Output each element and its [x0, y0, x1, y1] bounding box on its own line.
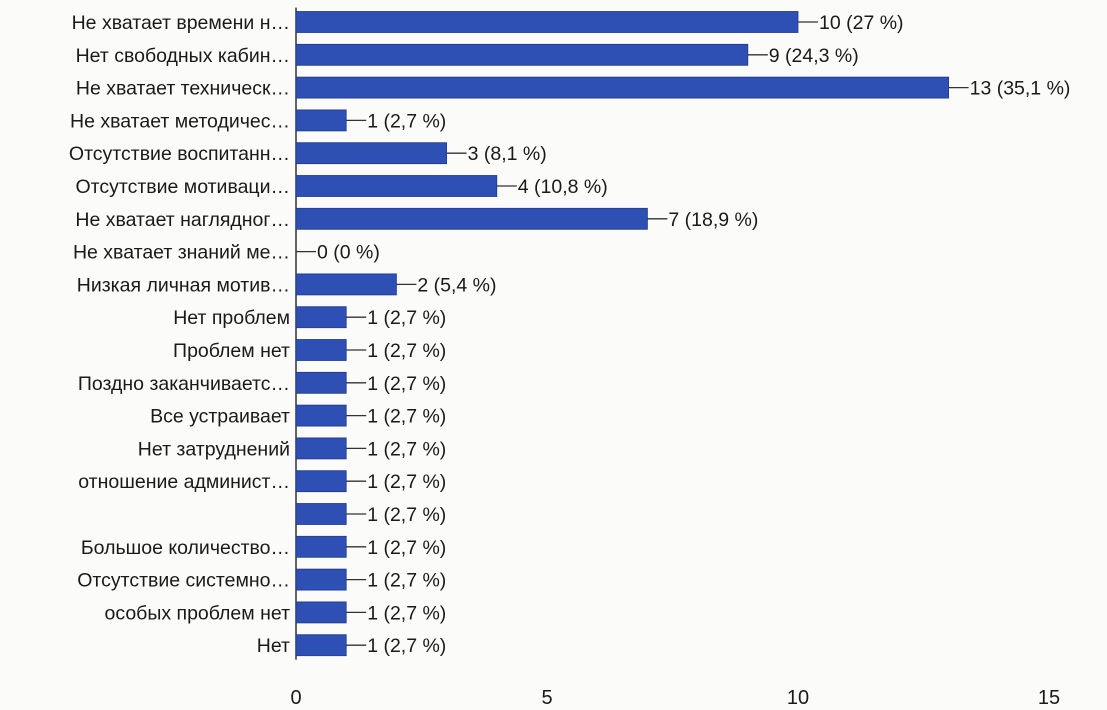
data-label: 1 (2,7 %) — [367, 373, 446, 395]
data-label: 1 (2,7 %) — [367, 340, 446, 362]
data-label: 1 (2,7 %) — [367, 537, 446, 559]
category-label: Не хватает техническ… — [76, 78, 290, 100]
category-label: Низкая личная мотив… — [77, 274, 290, 296]
bar — [295, 142, 448, 165]
category-label: особых проблем нет — [105, 602, 291, 624]
bar — [295, 601, 347, 624]
bar — [295, 43, 749, 66]
category-label: Нет — [257, 635, 290, 657]
bar — [295, 634, 347, 657]
x-tick-label: 0 — [290, 687, 301, 709]
category-label: Не хватает наглядног… — [75, 209, 290, 231]
category-label: Не хватает методичес… — [70, 110, 290, 132]
data-label: 1 (2,7 %) — [367, 406, 446, 428]
category-label: Отсутствие воспитанн… — [69, 143, 290, 165]
data-label: 1 (2,7 %) — [367, 110, 446, 132]
x-tick-label: 10 — [787, 687, 809, 709]
data-label: 1 (2,7 %) — [367, 602, 446, 624]
data-label: 1 (2,7 %) — [367, 570, 446, 592]
bar — [295, 568, 347, 591]
data-label: 1 (2,7 %) — [367, 635, 446, 657]
category-label: Отсутствие системно… — [77, 570, 290, 592]
data-label: 1 (2,7 %) — [367, 471, 446, 493]
bar — [295, 470, 347, 493]
category-label: Не хватает знаний ме… — [73, 242, 290, 264]
category-label: Отсутствие мотиваци… — [76, 176, 290, 198]
category-label: Большое количество… — [81, 537, 290, 559]
x-tick-label: 5 — [541, 687, 552, 709]
bar — [295, 535, 347, 558]
category-label: Нет затруднений — [138, 438, 290, 460]
data-label: 9 (24,3 %) — [769, 45, 859, 67]
data-label: 1 (2,7 %) — [367, 307, 446, 329]
bars-layer — [295, 11, 949, 657]
bar — [295, 273, 397, 296]
category-label: Нет свободных кабин… — [76, 45, 290, 67]
data-label: 1 (2,7 %) — [367, 504, 446, 526]
bar — [295, 76, 949, 99]
category-label: Поздно заканчиваетс… — [78, 373, 290, 395]
data-label: 7 (18,9 %) — [668, 209, 758, 231]
bar — [295, 11, 799, 33]
category-label: Проблем нет — [173, 340, 290, 362]
category-label: отношение админист… — [78, 471, 290, 493]
category-label: Нет проблем — [173, 307, 290, 329]
data-label: 2 (5,4 %) — [417, 274, 496, 296]
data-label: 3 (8,1 %) — [468, 143, 547, 165]
bar — [295, 339, 347, 361]
ticks-layer: 0 5 10 15 — [290, 687, 1060, 709]
bar — [295, 371, 347, 394]
bar — [295, 404, 347, 427]
data-label: 1 (2,7 %) — [367, 438, 446, 460]
category-label: Все устраивает — [150, 406, 290, 428]
data-label: 10 (27 %) — [819, 12, 904, 34]
bar — [295, 207, 648, 230]
x-tick-label: 15 — [1038, 687, 1060, 709]
category-label: Не хватает времени н… — [72, 12, 290, 34]
bar — [295, 437, 347, 460]
labels-layer: Не хватает времени н… 10 (27 %) Нет свобод… — [69, 12, 1070, 657]
data-label: 0 (0 %) — [317, 242, 380, 264]
bar — [295, 109, 347, 132]
data-label: 4 (10,8 %) — [518, 176, 608, 198]
bar — [295, 503, 347, 525]
bar — [295, 306, 347, 329]
bar — [295, 175, 498, 197]
data-label: 13 (35,1 %) — [970, 78, 1071, 100]
